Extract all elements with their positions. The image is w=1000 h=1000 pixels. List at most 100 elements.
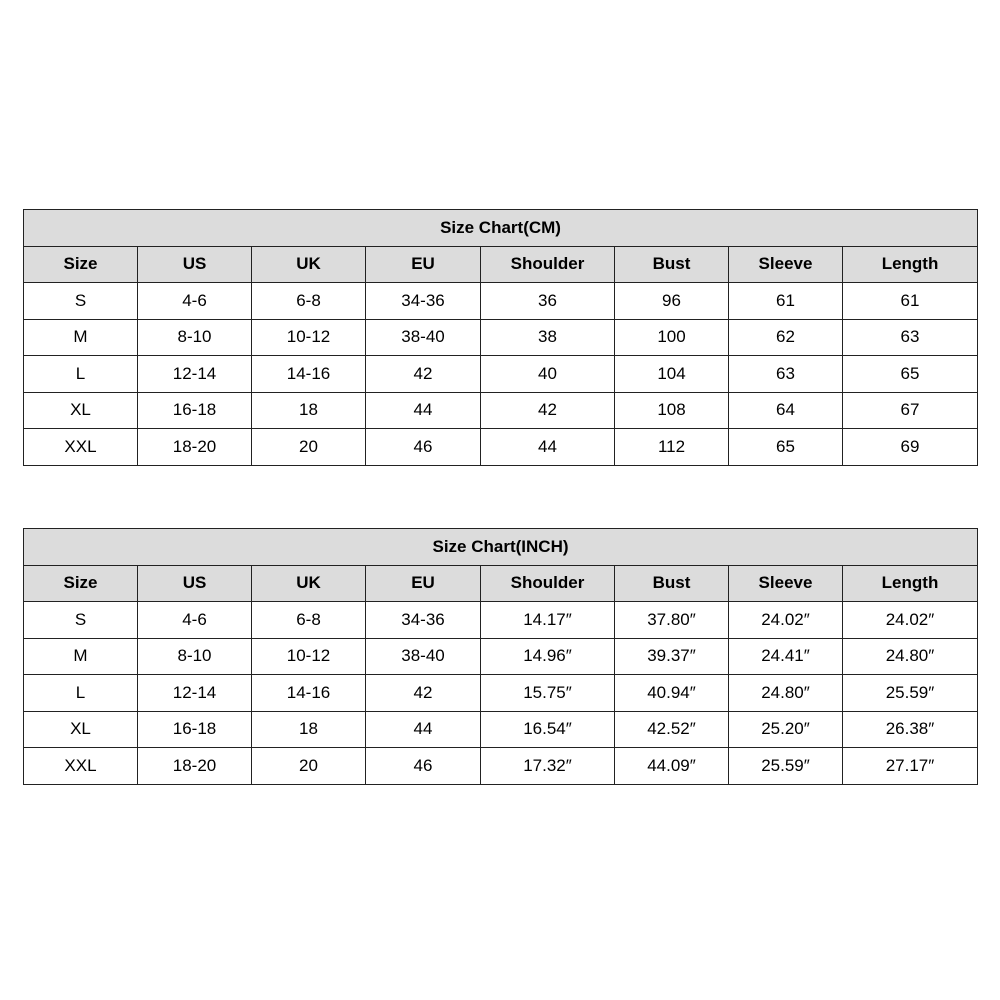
cell-uk: 18 [251, 710, 366, 748]
column-header-eu: EU [365, 245, 481, 283]
cell-shoulder: 14.17″ [480, 601, 615, 639]
cell-us: 12-14 [137, 355, 252, 393]
cell-size: XL [23, 710, 138, 748]
cell-sleeve: 65 [728, 428, 843, 466]
table-row: M 8-10 10-12 38-40 38 100 62 63 [23, 318, 979, 356]
cell-size: S [23, 601, 138, 639]
column-header-size: Size [23, 564, 138, 602]
cell-eu: 38-40 [365, 637, 481, 675]
cell-sleeve: 25.20″ [728, 710, 843, 748]
cell-us: 16-18 [137, 710, 252, 748]
cell-size: M [23, 637, 138, 675]
column-header-us: US [137, 245, 252, 283]
cell-length: 26.38″ [841, 710, 979, 748]
cell-length: 27.17″ [841, 747, 979, 785]
cell-us: 4-6 [137, 282, 252, 320]
cell-eu: 42 [365, 355, 481, 393]
cell-length: 63 [841, 318, 979, 356]
table-row: L 12-14 14-16 42 15.75″ 40.94″ 24.80″ 25.59″ [23, 674, 979, 712]
table-title-row: Size Chart(INCH) [22, 528, 979, 566]
table-row: XXL 18-20 20 46 44 112 65 69 [23, 428, 979, 466]
cell-eu: 38-40 [365, 318, 481, 356]
cell-uk: 20 [251, 747, 366, 785]
cell-eu: 42 [365, 674, 481, 712]
cell-shoulder: 38 [480, 318, 615, 356]
column-header-length: Length [841, 245, 979, 283]
cell-eu: 46 [365, 747, 481, 785]
cell-shoulder: 16.54″ [480, 710, 615, 748]
cell-size: S [23, 282, 138, 320]
cell-us: 18-20 [137, 428, 252, 466]
cell-bust: 100 [614, 318, 729, 356]
size-chart-inch-table: Size Chart(INCH) Size US UK EU Shoulder Bust Sl… [22, 528, 979, 785]
header-row: Size US UK EU Shoulder Bust Sleeve Length [23, 564, 979, 602]
column-header-size: Size [23, 245, 138, 283]
cell-uk: 6-8 [251, 601, 366, 639]
cell-sleeve: 24.80″ [728, 674, 843, 712]
cell-length: 69 [841, 428, 979, 466]
cell-bust: 42.52″ [614, 710, 729, 748]
cell-sleeve: 64 [728, 391, 843, 429]
table-row: XL 16-18 18 44 16.54″ 42.52″ 25.20″ 26.38″ [23, 710, 979, 748]
cell-length: 65 [841, 355, 979, 393]
cell-bust: 40.94″ [614, 674, 729, 712]
cell-size: XXL [23, 747, 138, 785]
cell-uk: 6-8 [251, 282, 366, 320]
cell-sleeve: 25.59″ [728, 747, 843, 785]
cell-length: 24.02″ [841, 601, 979, 639]
cell-length: 61 [841, 282, 979, 320]
column-header-sleeve: Sleeve [728, 564, 843, 602]
column-header-bust: Bust [614, 245, 729, 283]
table-row: S 4-6 6-8 34-36 14.17″ 37.80″ 24.02″ 24.02″ [23, 601, 979, 639]
cell-bust: 44.09″ [614, 747, 729, 785]
table-title-row: Size Chart(CM) [22, 209, 979, 247]
cell-eu: 44 [365, 710, 481, 748]
cell-uk: 14-16 [251, 355, 366, 393]
table-title: Size Chart(CM) [22, 209, 979, 247]
cell-size: XXL [23, 428, 138, 466]
cell-us: 8-10 [137, 637, 252, 675]
cell-bust: 112 [614, 428, 729, 466]
cell-shoulder: 17.32″ [480, 747, 615, 785]
cell-us: 12-14 [137, 674, 252, 712]
column-header-us: US [137, 564, 252, 602]
cell-bust: 37.80″ [614, 601, 729, 639]
column-header-eu: EU [365, 564, 481, 602]
cell-shoulder: 36 [480, 282, 615, 320]
cell-shoulder: 42 [480, 391, 615, 429]
table-row: S 4-6 6-8 34-36 36 96 61 61 [23, 282, 979, 320]
header-row: Size US UK EU Shoulder Bust Sleeve Length [23, 245, 979, 283]
cell-eu: 34-36 [365, 601, 481, 639]
cell-length: 67 [841, 391, 979, 429]
column-header-shoulder: Shoulder [480, 564, 615, 602]
cell-sleeve: 24.41″ [728, 637, 843, 675]
cell-sleeve: 24.02″ [728, 601, 843, 639]
cell-eu: 44 [365, 391, 481, 429]
cell-length: 25.59″ [841, 674, 979, 712]
table-row: M 8-10 10-12 38-40 14.96″ 39.37″ 24.41″ 24.80″ [23, 637, 979, 675]
cell-us: 4-6 [137, 601, 252, 639]
cell-us: 8-10 [137, 318, 252, 356]
cell-bust: 39.37″ [614, 637, 729, 675]
cell-eu: 34-36 [365, 282, 481, 320]
column-header-uk: UK [251, 564, 366, 602]
cell-uk: 18 [251, 391, 366, 429]
cell-us: 16-18 [137, 391, 252, 429]
table-row: XL 16-18 18 44 42 108 64 67 [23, 391, 979, 429]
cell-shoulder: 15.75″ [480, 674, 615, 712]
cell-bust: 108 [614, 391, 729, 429]
cell-shoulder: 44 [480, 428, 615, 466]
table-title: Size Chart(INCH) [22, 528, 979, 566]
cell-size: XL [23, 391, 138, 429]
cell-sleeve: 62 [728, 318, 843, 356]
cell-shoulder: 14.96″ [480, 637, 615, 675]
cell-length: 24.80″ [841, 637, 979, 675]
column-header-sleeve: Sleeve [728, 245, 843, 283]
cell-eu: 46 [365, 428, 481, 466]
cell-uk: 14-16 [251, 674, 366, 712]
table-row: XXL 18-20 20 46 17.32″ 44.09″ 25.59″ 27.17″ [23, 747, 979, 785]
table-row: L 12-14 14-16 42 40 104 63 65 [23, 355, 979, 393]
column-header-bust: Bust [614, 564, 729, 602]
cell-size: L [23, 355, 138, 393]
cell-uk: 20 [251, 428, 366, 466]
